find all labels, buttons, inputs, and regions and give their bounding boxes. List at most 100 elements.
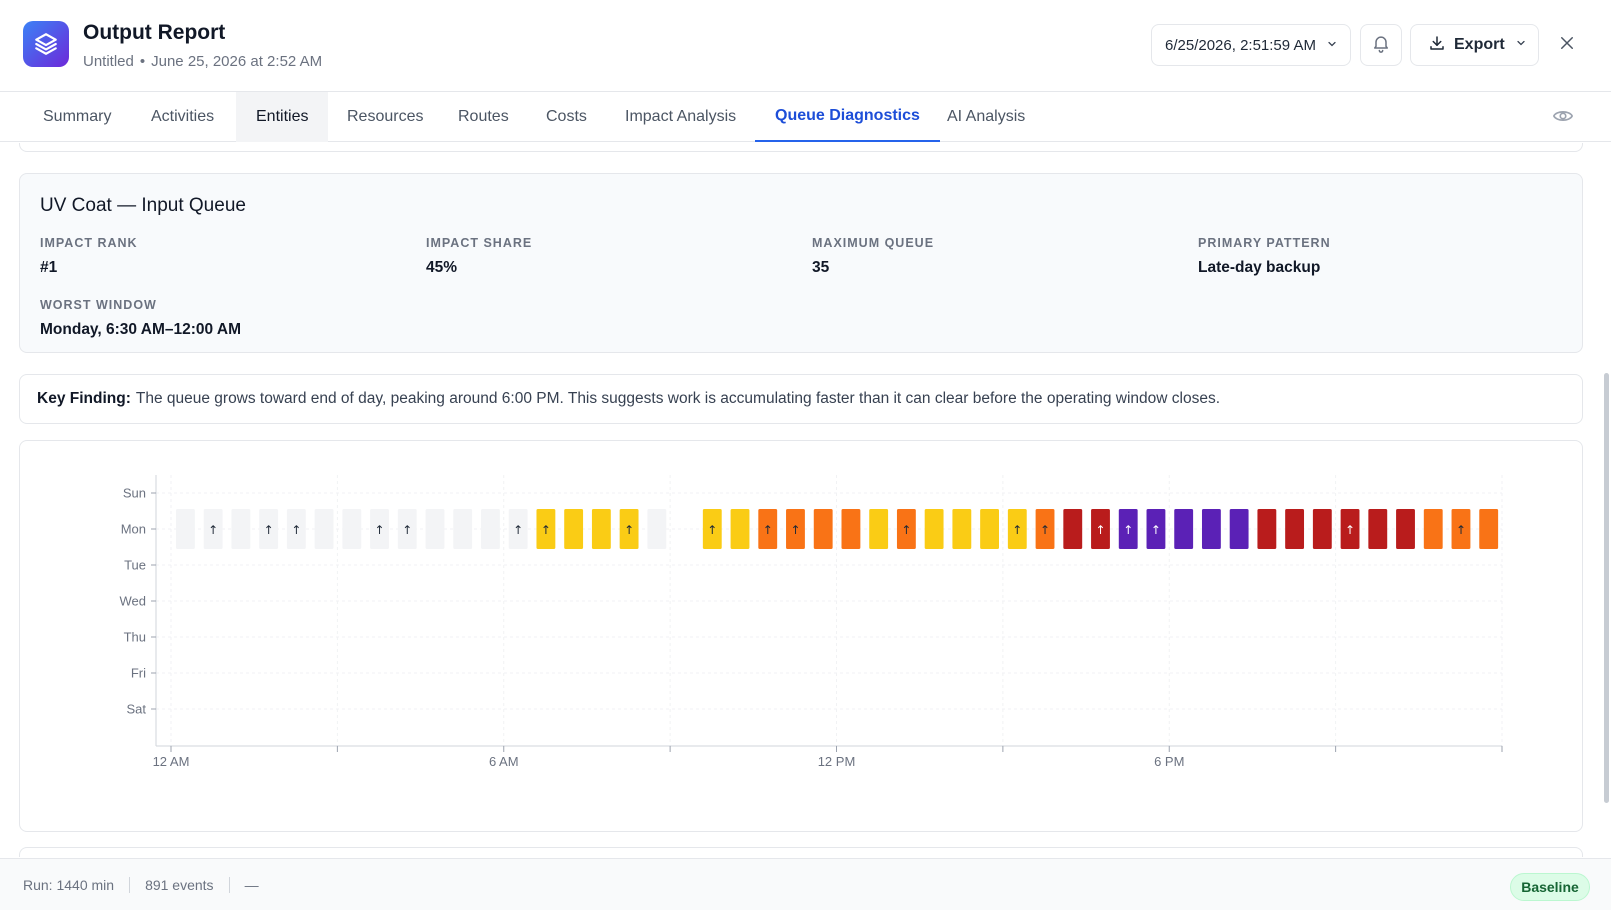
report-header: Output Report Untitled • June 25, 2026 at … <box>0 0 1611 92</box>
export-button[interactable]: Export <box>1410 24 1539 66</box>
y-tick-label: Wed <box>120 594 147 609</box>
trend-arrow-icon: ↑ <box>264 523 274 537</box>
stat-value: Monday, 6:30 AM–12:00 AM <box>40 321 241 338</box>
key-finding-card: Key Finding: The queue grows toward end … <box>19 374 1583 424</box>
heatmap-cell <box>1201 509 1221 549</box>
trend-arrow-icon: ↑ <box>1456 523 1466 537</box>
tab-summary[interactable]: Summary <box>43 108 112 125</box>
key-finding-label: Key Finding: <box>37 390 131 407</box>
tab-routes[interactable]: Routes <box>458 108 509 125</box>
tab-bar: Summary Activities Entities Resources Ro… <box>0 92 1611 142</box>
heatmap-cell <box>1423 509 1443 549</box>
trend-arrow-icon: ↑ <box>624 523 634 537</box>
layers-icon <box>23 21 69 67</box>
heatmap-cell <box>924 509 944 549</box>
heatmap-cell <box>564 509 584 549</box>
stat-impact-rank: IMPACT RANK #1 <box>40 236 138 277</box>
eye-icon[interactable] <box>1552 105 1576 129</box>
heatmap-cell <box>896 509 916 549</box>
notifications-button[interactable] <box>1360 24 1402 66</box>
trend-arrow-icon: ↑ <box>1151 523 1161 537</box>
tab-ai-analysis[interactable]: AI Analysis <box>947 108 1026 125</box>
queue-heatmap: Sun Mon Tue Wed Thu Fri Sat 12 AM 6 AM 12 PM 6 PM ↑… <box>120 475 1503 769</box>
stat-worst-window: WORST WINDOW Monday, 6:30 AM–12:00 AM <box>40 298 241 339</box>
report-date: June 25, 2026 at 2:52 AM <box>151 53 323 70</box>
heatmap-cell <box>702 509 722 549</box>
heatmap-cell <box>508 509 528 549</box>
heatmap-cell <box>813 509 833 549</box>
heatmap-cell <box>1340 509 1360 549</box>
footer-placeholder: — <box>244 876 259 893</box>
heatmap-cell <box>1257 509 1277 549</box>
close-icon <box>1558 34 1576 57</box>
status-footer: Run: 1440 min 891 events — Baseline <box>0 858 1611 910</box>
next-card-edge <box>19 847 1583 857</box>
report-subtitle: Untitled • June 25, 2026 at 2:52 AM <box>83 53 322 70</box>
x-tick-label: 6 AM <box>489 754 519 769</box>
trend-arrow-icon: ↑ <box>707 523 717 537</box>
y-tick-label: Fri <box>131 666 146 681</box>
tab-costs[interactable]: Costs <box>546 108 587 125</box>
queue-title: UV Coat — Input Queue <box>40 195 246 216</box>
x-tick-label: 12 PM <box>818 754 856 769</box>
heatmap-cell <box>1229 509 1249 549</box>
trend-arrow-icon: ↑ <box>375 523 385 537</box>
heatmap-cell <box>176 509 195 549</box>
trend-arrow-icon: ↑ <box>790 523 800 537</box>
heatmap-cell <box>758 509 778 549</box>
scrollbar-thumb[interactable] <box>1604 373 1609 803</box>
y-tick-label: Tue <box>124 558 146 573</box>
heatmap-cell <box>1451 509 1471 549</box>
stat-impact-share: IMPACT SHARE 45% <box>426 236 532 277</box>
chevron-down-icon <box>1515 36 1527 54</box>
heatmap-cell <box>730 509 750 549</box>
close-button[interactable] <box>1555 33 1579 57</box>
footer-divider <box>228 876 230 893</box>
heatmap-cell <box>286 509 306 549</box>
heatmap-cell <box>1146 509 1166 549</box>
heatmap-cell <box>1063 509 1083 549</box>
stat-label: WORST WINDOW <box>40 298 157 312</box>
event-count: 891 events <box>145 876 214 893</box>
heatmap-cell <box>1479 509 1499 549</box>
tab-impact-analysis[interactable]: Impact Analysis <box>625 108 737 125</box>
heatmap-cell <box>619 509 639 549</box>
trend-arrow-icon: ↑ <box>1095 523 1105 537</box>
heatmap-cell <box>314 509 334 549</box>
heatmap-cell <box>1035 509 1055 549</box>
heatmap-cell <box>1368 509 1388 549</box>
chevron-down-icon <box>1326 37 1338 54</box>
heatmap-cell <box>481 509 500 549</box>
trend-arrow-icon: ↑ <box>1040 523 1050 537</box>
heatmap-cell <box>869 509 889 549</box>
y-tick-label: Thu <box>124 630 146 645</box>
heatmap-cell <box>231 509 251 549</box>
bell-icon <box>1371 33 1391 58</box>
trend-arrow-icon: ↑ <box>541 523 551 537</box>
heatmap-cell <box>841 509 861 549</box>
scenario-badge: Baseline <box>1510 873 1590 901</box>
stat-primary-pattern: PRIMARY PATTERN Late-day backup <box>1198 236 1331 277</box>
trend-arrow-icon: ↑ <box>208 523 218 537</box>
tab-resources[interactable]: Resources <box>347 108 424 125</box>
x-tick-label: 6 PM <box>1154 754 1184 769</box>
heatmap-cell <box>1174 509 1194 549</box>
heatmap-cell <box>786 509 805 549</box>
heatmap-cell <box>647 509 667 549</box>
trend-arrow-icon: ↑ <box>291 523 301 537</box>
heatmap-cell <box>203 509 223 549</box>
tab-queue-diagnostics[interactable]: Queue Diagnostics <box>755 92 940 142</box>
download-icon <box>1428 34 1446 57</box>
heatmap-cell <box>1091 509 1110 549</box>
footer-divider <box>129 876 131 893</box>
stat-maximum-queue: MAXIMUM QUEUE 35 <box>812 236 934 277</box>
tab-activities[interactable]: Activities <box>151 108 215 125</box>
datetime-select[interactable]: 6/25/2026, 2:51:59 AM <box>1151 24 1351 66</box>
x-tick-label: 12 AM <box>153 754 190 769</box>
y-tick-label: Sat <box>126 702 146 717</box>
heatmap-cell <box>259 509 279 549</box>
heatmap-cell <box>591 509 611 549</box>
stat-label: IMPACT RANK <box>40 236 138 250</box>
tab-entities[interactable]: Entities <box>236 92 329 142</box>
heatmap-cell <box>1118 509 1138 549</box>
